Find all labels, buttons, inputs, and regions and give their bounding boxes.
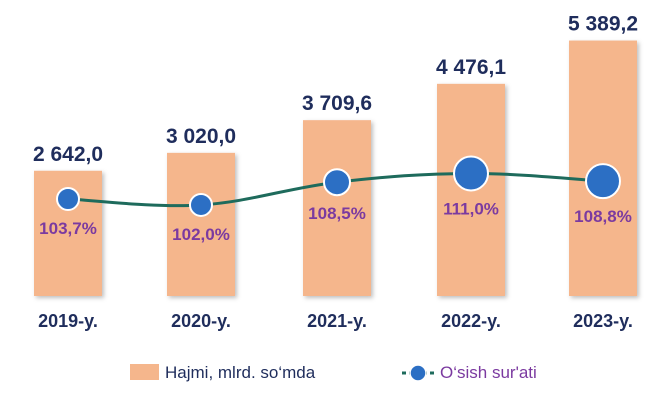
bar-series — [34, 40, 637, 297]
line-point — [323, 168, 351, 197]
legend-line-marker — [409, 364, 427, 382]
bar-value-labels: 2 642,0 3 020,0 3 709,6 4 476,1 5 389,2 — [33, 13, 638, 166]
category-label: 2019-y. — [38, 311, 98, 331]
bar-value-label: 3 020,0 — [166, 125, 236, 148]
legend-bar-label: Hajmi, mlrd. so‘mda — [165, 363, 316, 382]
percent-label: 103,7% — [39, 219, 97, 238]
category-label: 2021-y. — [307, 311, 367, 331]
bar-2020-y. — [167, 152, 235, 296]
legend-line-label: O‘sish sur'ati — [440, 363, 537, 382]
percent-label: 111,0% — [443, 199, 499, 218]
bar-value-label: 4 476,1 — [436, 56, 506, 79]
line-point — [189, 192, 213, 217]
line-point — [453, 155, 489, 192]
line-series — [56, 155, 621, 217]
line-point — [585, 163, 621, 200]
bar-2021-y. — [303, 120, 371, 296]
bar-value-label: 2 642,0 — [33, 143, 103, 166]
category-label: 2023-y. — [573, 311, 633, 331]
percent-labels: 103,7% 102,0% 108,5% 111,0% 108,8% — [39, 199, 632, 244]
bar-value-label: 5 389,2 — [568, 13, 638, 36]
category-label: 2022-y. — [441, 311, 501, 331]
line-point — [56, 187, 80, 211]
percent-label: 102,0% — [172, 225, 230, 244]
legend-bar-swatch — [130, 364, 159, 380]
legend: Hajmi, mlrd. so‘mda O‘sish sur'ati — [130, 363, 537, 382]
category-label: 2020-y. — [171, 311, 231, 331]
percent-label: 108,8% — [574, 207, 632, 226]
percent-label: 108,5% — [308, 204, 366, 223]
bar-value-label: 3 709,6 — [302, 92, 372, 115]
category-labels: 2019-y. 2020-y. 2021-y. 2022-y. 2023-y. — [38, 311, 633, 331]
